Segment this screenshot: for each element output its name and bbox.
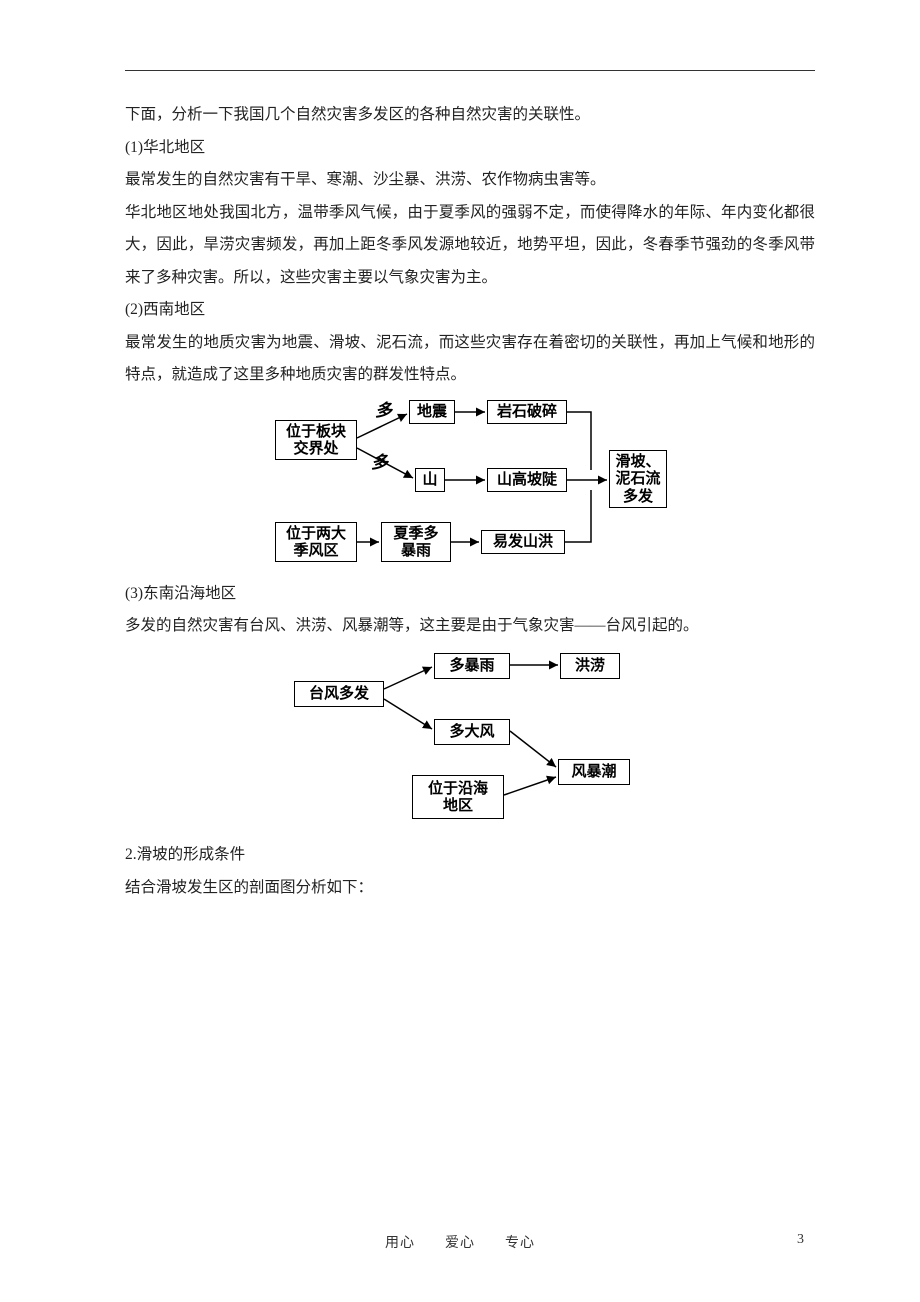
d1-node-monsoon: 位于两大 季风区 — [275, 522, 357, 562]
d2-node-typhoon: 台风多发 — [294, 681, 384, 707]
d2-node-heavy-rain: 多暴雨 — [434, 653, 510, 679]
d1-node-landslide: 滑坡、 泥石流 多发 — [609, 450, 667, 508]
d1-node-rock: 岩石破碎 — [487, 400, 567, 424]
footer-text: 用心 爱心 专心 — [385, 1236, 535, 1251]
d1-node-summer-rain: 夏季多 暴雨 — [381, 522, 451, 562]
d2-node-gale: 多大风 — [434, 719, 510, 745]
sec2-heading: (2)西南地区 — [125, 294, 815, 327]
diagram-southeast: 台风多发 多暴雨 洪涝 多大风 位于沿海 地区 风暴潮 — [292, 649, 648, 829]
page-number: 3 — [797, 1232, 805, 1248]
sec1-line2: 华北地区地处我国北方，温带季风气候，由于夏季风的强弱不定，而使得降水的年际、年内… — [125, 197, 815, 295]
sec3-heading: (3)东南沿海地区 — [125, 578, 815, 611]
sec3-line1: 多发的自然灾害有台风、洪涝、风暴潮等，这主要是由于气象灾害——台风引起的。 — [125, 610, 815, 643]
d1-node-flash-flood: 易发山洪 — [481, 530, 565, 554]
d1-node-steep: 山高坡陡 — [487, 468, 567, 492]
top-rule — [125, 70, 815, 71]
d2-node-coastal: 位于沿海 地区 — [412, 775, 504, 819]
intro-text: 下面，分析一下我国几个自然灾害多发区的各种自然灾害的关联性。 — [125, 99, 815, 132]
sec2-line1: 最常发生的地质灾害为地震、滑坡、泥石流，而这些灾害存在着密切的关联性，再加上气候… — [125, 327, 815, 392]
sec1-heading: (1)华北地区 — [125, 132, 815, 165]
d2-node-storm-surge: 风暴潮 — [558, 759, 630, 785]
d1-node-plate: 位于板块 交界处 — [275, 420, 357, 460]
d1-label-duo2: 多 — [371, 448, 388, 473]
d1-node-mountain: 山 — [415, 468, 445, 492]
page-footer: 用心 爱心 专心 3 — [0, 1232, 920, 1252]
d2-node-flood: 洪涝 — [560, 653, 620, 679]
sec1-line1: 最常发生的自然灾害有干旱、寒潮、沙尘暴、洪涝、农作物病虫害等。 — [125, 164, 815, 197]
d1-label-duo1: 多 — [375, 396, 392, 421]
sec4-heading: 2.滑坡的形成条件 — [125, 839, 815, 872]
diagram-southwest: 位于板块 交界处 多 地震 岩石破碎 多 山 山高坡陡 位于两大 季风区 夏季多… — [271, 398, 669, 568]
d1-node-earthquake: 地震 — [409, 400, 455, 424]
sec4-line1: 结合滑坡发生区的剖面图分析如下： — [125, 872, 815, 905]
